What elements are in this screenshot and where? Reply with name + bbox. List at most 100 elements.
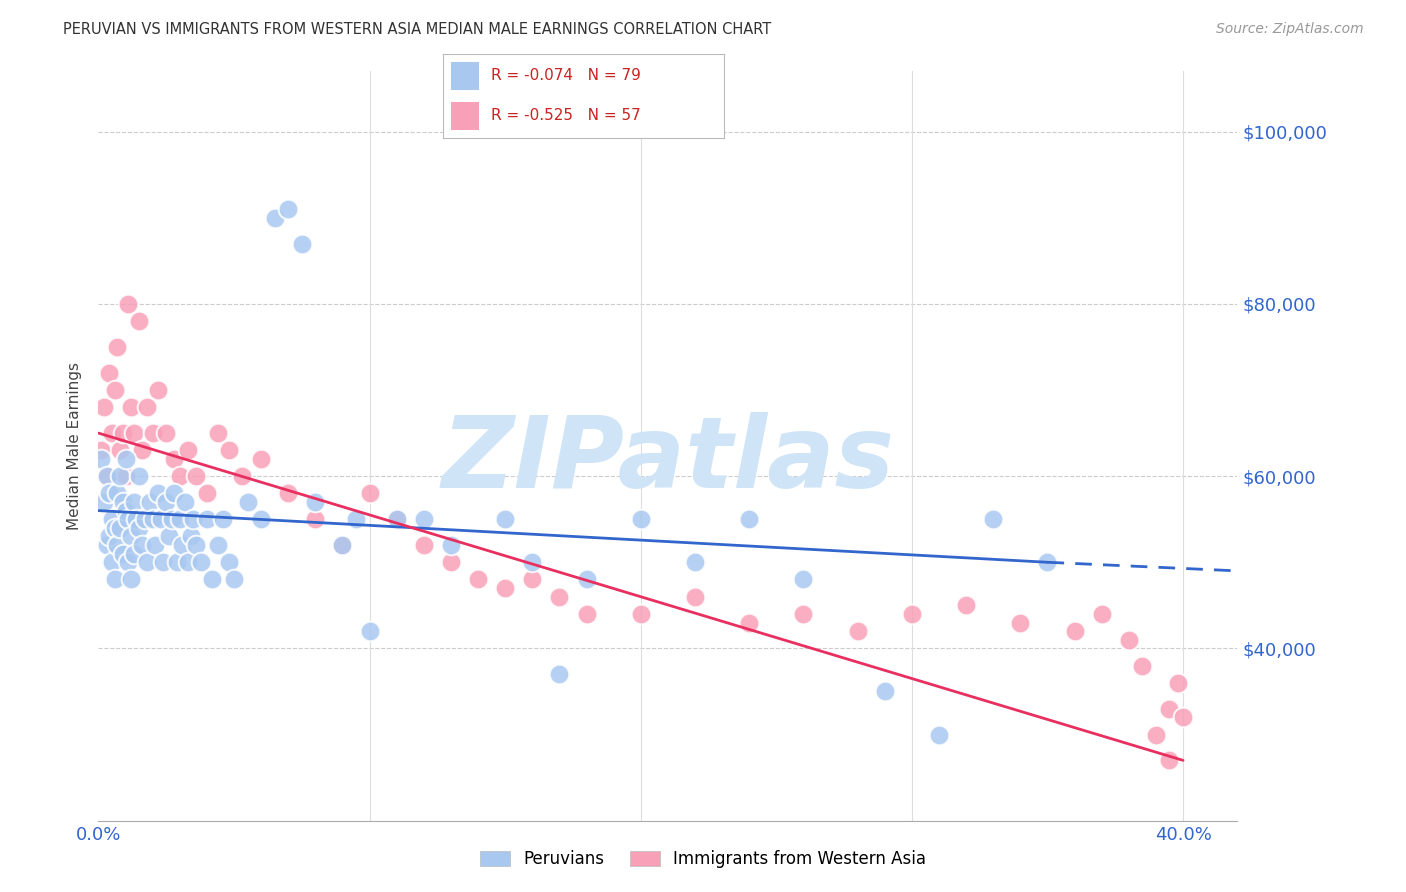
Point (683, 555, 706, 569)
Point (385, 512, 408, 526)
Point (136, 555, 159, 569)
Text: Source: ZipAtlas.com: Source: ZipAtlas.com (1216, 22, 1364, 37)
Point (344, 512, 367, 526)
Point (174, 495, 197, 509)
Point (90, 451, 112, 466)
Point (738, 615, 761, 630)
Point (332, 538, 354, 552)
Point (630, 607, 652, 621)
Point (122, 426, 145, 441)
Point (128, 521, 150, 535)
Point (142, 512, 165, 526)
Point (120, 401, 142, 415)
Point (1171, 710, 1194, 724)
Point (955, 599, 977, 613)
Point (630, 512, 652, 526)
Point (522, 573, 544, 587)
Point (122, 547, 145, 561)
Point (440, 538, 463, 552)
Point (98, 366, 121, 380)
Point (901, 607, 924, 621)
Point (332, 538, 354, 552)
Point (1159, 753, 1181, 767)
Point (101, 426, 124, 441)
Point (120, 573, 142, 587)
Point (683, 590, 706, 604)
Point (359, 486, 381, 500)
Point (101, 512, 124, 526)
Point (169, 469, 191, 483)
Point (177, 443, 200, 458)
Point (575, 607, 598, 621)
Point (218, 443, 240, 458)
Point (222, 573, 245, 587)
Point (152, 555, 174, 569)
Point (277, 486, 299, 500)
Point (117, 555, 139, 569)
Point (304, 495, 326, 509)
Point (157, 529, 180, 543)
Point (236, 495, 259, 509)
Point (792, 607, 814, 621)
Point (107, 538, 129, 552)
Point (190, 555, 212, 569)
Point (440, 555, 463, 569)
Point (163, 486, 186, 500)
Point (155, 426, 177, 441)
Point (104, 573, 127, 587)
Text: ZIPatlas: ZIPatlas (441, 412, 894, 509)
Point (1132, 658, 1154, 673)
Point (98, 486, 121, 500)
Text: R = -0.525   N = 57: R = -0.525 N = 57 (491, 108, 641, 123)
Point (108, 469, 131, 483)
Point (195, 512, 218, 526)
Point (146, 383, 169, 397)
Point (1167, 676, 1189, 690)
Point (277, 202, 299, 216)
Point (111, 495, 134, 509)
Point (231, 469, 253, 483)
Point (359, 624, 381, 639)
Point (792, 573, 814, 587)
Point (548, 590, 571, 604)
Point (184, 538, 207, 552)
Point (207, 426, 229, 441)
Point (104, 521, 127, 535)
Point (183, 512, 205, 526)
Point (146, 486, 169, 500)
Text: PERUVIAN VS IMMIGRANTS FROM WESTERN ASIA MEDIAN MALE EARNINGS CORRELATION CHART: PERUVIAN VS IMMIGRANTS FROM WESTERN ASIA… (63, 22, 772, 37)
Point (125, 512, 148, 526)
Point (291, 236, 314, 251)
Point (114, 503, 136, 517)
Point (494, 581, 516, 595)
Bar (451, 102, 479, 130)
Point (114, 469, 136, 483)
Point (134, 512, 156, 526)
Point (177, 555, 200, 569)
Point (131, 538, 153, 552)
Point (738, 512, 761, 526)
Point (142, 426, 165, 441)
Point (108, 443, 131, 458)
Point (128, 469, 150, 483)
Point (218, 555, 240, 569)
Point (128, 314, 150, 328)
Point (575, 573, 598, 587)
Point (467, 573, 489, 587)
Point (107, 340, 129, 354)
Point (111, 547, 134, 561)
Point (111, 426, 134, 441)
Point (412, 512, 434, 526)
Point (212, 512, 235, 526)
Point (93, 401, 115, 415)
Point (117, 512, 139, 526)
Point (145, 538, 167, 552)
Point (96, 469, 118, 483)
Point (114, 451, 136, 466)
Point (160, 512, 183, 526)
Point (1118, 632, 1140, 647)
Point (93, 495, 115, 509)
Point (104, 383, 127, 397)
Point (108, 521, 131, 535)
Point (494, 512, 516, 526)
